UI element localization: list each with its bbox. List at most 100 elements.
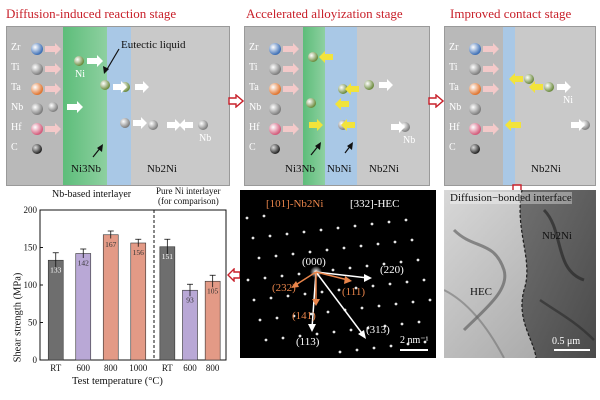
saed-title-nb2ni: [101]-Nb2Ni bbox=[266, 198, 324, 210]
diffraction-spot bbox=[292, 314, 296, 318]
diffraction-spot bbox=[387, 220, 391, 224]
ni-interlayer-category-label: RT bbox=[162, 363, 173, 373]
diffraction-spot bbox=[399, 260, 403, 264]
diffraction-spot bbox=[359, 244, 363, 248]
legend-nb-interlayer: Nb-based interlayer bbox=[52, 189, 132, 200]
ni-atom-label-3: Ni bbox=[563, 95, 573, 106]
element-label-ta-3: Ta bbox=[449, 82, 459, 93]
diffraction-spot bbox=[353, 224, 357, 228]
diffraction-spot bbox=[326, 310, 330, 314]
element-label-hf-3: Hf bbox=[449, 122, 460, 133]
panel-contact-stage: Zr Ti Ta Nb Hf C Ni Nb2Ni bbox=[444, 26, 596, 186]
element-label-ti-3: Ti bbox=[449, 62, 458, 73]
diffraction-spot bbox=[336, 226, 340, 230]
panel-contact-svg bbox=[469, 27, 595, 185]
saed-scale-label: 2 nm⁻¹ bbox=[400, 335, 429, 346]
diffraction-spot bbox=[377, 304, 381, 308]
phase-label-nbni: NbNi bbox=[327, 163, 352, 175]
y-tick-label: 50 bbox=[28, 318, 38, 328]
diffraction-spot bbox=[281, 336, 285, 340]
diffraction-spot bbox=[286, 294, 290, 298]
flow-arrow-1 bbox=[228, 94, 244, 108]
element-label-nb-3: Nb bbox=[449, 102, 462, 113]
diffraction-spot bbox=[348, 266, 352, 270]
diffraction-spot bbox=[382, 262, 386, 266]
element-label-hf-2: Hf bbox=[249, 122, 260, 133]
diffraction-spot bbox=[389, 344, 393, 348]
eutectic-liquid-label: Eutectic liquid bbox=[121, 39, 186, 51]
stage-title-diffusion: Diffusion-induced reaction stage bbox=[6, 6, 177, 21]
diffraction-spot bbox=[394, 302, 398, 306]
ni-interlayer-value-label: 151 bbox=[162, 252, 174, 261]
diffraction-spot bbox=[406, 342, 410, 346]
diffraction-spot bbox=[354, 286, 358, 290]
shear-strength-chart-svg: 133 142 167 156 151 93 105 0 50 100 150 200 RT 600 80… bbox=[24, 205, 227, 373]
diffraction-spot bbox=[366, 326, 370, 330]
ni-interlayer-category-label: 600 bbox=[183, 363, 197, 373]
tem-scale-label: 0.5 μm bbox=[552, 336, 581, 347]
ni-interlayer-value-label: 93 bbox=[186, 295, 194, 304]
nb-interlayer-category-label: 800 bbox=[104, 363, 118, 373]
ni-atom-label: Ni bbox=[75, 69, 85, 80]
element-label-zr-2: Zr bbox=[249, 42, 259, 53]
nb-atom-label: Nb bbox=[199, 133, 212, 144]
diffraction-spot bbox=[349, 328, 353, 332]
diffraction-spot bbox=[274, 254, 278, 258]
panel-diffusion-stage: Zr Ti Ta Nb Hf C Ni Eutectic liquid Ni3N… bbox=[6, 26, 230, 186]
nb-interlayer-value-label: 133 bbox=[50, 265, 62, 274]
element-label-ti: Ti bbox=[11, 62, 20, 73]
stage-title-contact: Improved contact stage bbox=[450, 6, 572, 21]
y-tick-label: 100 bbox=[24, 280, 38, 290]
saed-spot-113: (113) bbox=[296, 336, 320, 348]
saed-spot-141: (141) bbox=[292, 310, 316, 322]
flow-arrow-4 bbox=[227, 268, 241, 282]
diffraction-spot bbox=[264, 338, 268, 342]
panel-alloyization-svg bbox=[269, 27, 429, 185]
diffraction-spot bbox=[302, 230, 306, 234]
y-tick-label: 0 bbox=[33, 355, 38, 365]
tem-label-hec: HEC bbox=[470, 286, 492, 298]
element-label-c-3: C bbox=[449, 142, 456, 153]
nb-interlayer-bar-RT bbox=[47, 259, 64, 361]
nb-interlayer-value-label: 156 bbox=[133, 248, 145, 257]
nb-interlayer-value-label: 142 bbox=[78, 259, 90, 268]
tem-title: Diffusion−bonded interface bbox=[450, 192, 572, 204]
element-label-hf: Hf bbox=[11, 122, 22, 133]
saed-spot-313: (313) bbox=[366, 324, 390, 336]
y-tick-label: 200 bbox=[24, 205, 38, 215]
diffraction-spot bbox=[258, 318, 262, 322]
element-label-ta: Ta bbox=[11, 82, 21, 93]
panel-alloyization-stage: Zr Ti Ta Nb Hf C Ni3Nb NbNi Nb2Ni Nb bbox=[244, 26, 430, 186]
diffraction-spot bbox=[291, 252, 295, 256]
ni-interlayer-bar-RT bbox=[159, 246, 176, 361]
saed-spot-111: (111) bbox=[342, 286, 366, 298]
nb-interlayer-bar-800 bbox=[102, 234, 119, 361]
diffraction-spot bbox=[331, 268, 335, 272]
saed-pattern: [101]-Nb2Ni [332]-HEC (000) (220) (232) … bbox=[240, 190, 436, 358]
diffraction-spot bbox=[365, 264, 369, 268]
saed-spot-220: (220) bbox=[380, 264, 404, 276]
diffraction-spot bbox=[423, 340, 427, 344]
diffraction-spot bbox=[338, 350, 342, 354]
diffraction-spot bbox=[376, 242, 380, 246]
phase-label-nb2ni-2: Nb2Ni bbox=[369, 163, 399, 175]
saed-spot-232: (232) bbox=[272, 282, 296, 294]
tem-label-nb2ni: Nb2Ni bbox=[542, 230, 572, 242]
element-label-zr-3: Zr bbox=[449, 42, 459, 53]
diffraction-spot bbox=[337, 288, 341, 292]
diffraction-spot bbox=[405, 280, 409, 284]
diffraction-spot bbox=[360, 306, 364, 310]
stage-title-alloyization: Accelerated alloyization stage bbox=[246, 6, 403, 21]
diffraction-spot bbox=[428, 298, 432, 302]
diffraction-spot bbox=[298, 334, 302, 338]
nb-interlayer-value-label: 167 bbox=[105, 240, 117, 249]
diffraction-spot bbox=[416, 258, 420, 262]
diffraction-spot bbox=[325, 248, 329, 252]
element-label-nb: Nb bbox=[11, 102, 24, 113]
chart-x-axis-label: Test temperature (°C) bbox=[72, 376, 163, 387]
diffraction-spot bbox=[252, 298, 256, 302]
diffraction-spot bbox=[342, 246, 346, 250]
diffraction-spot bbox=[320, 290, 324, 294]
diffraction-spot bbox=[383, 324, 387, 328]
saed-spot-000: (000) bbox=[302, 256, 326, 268]
